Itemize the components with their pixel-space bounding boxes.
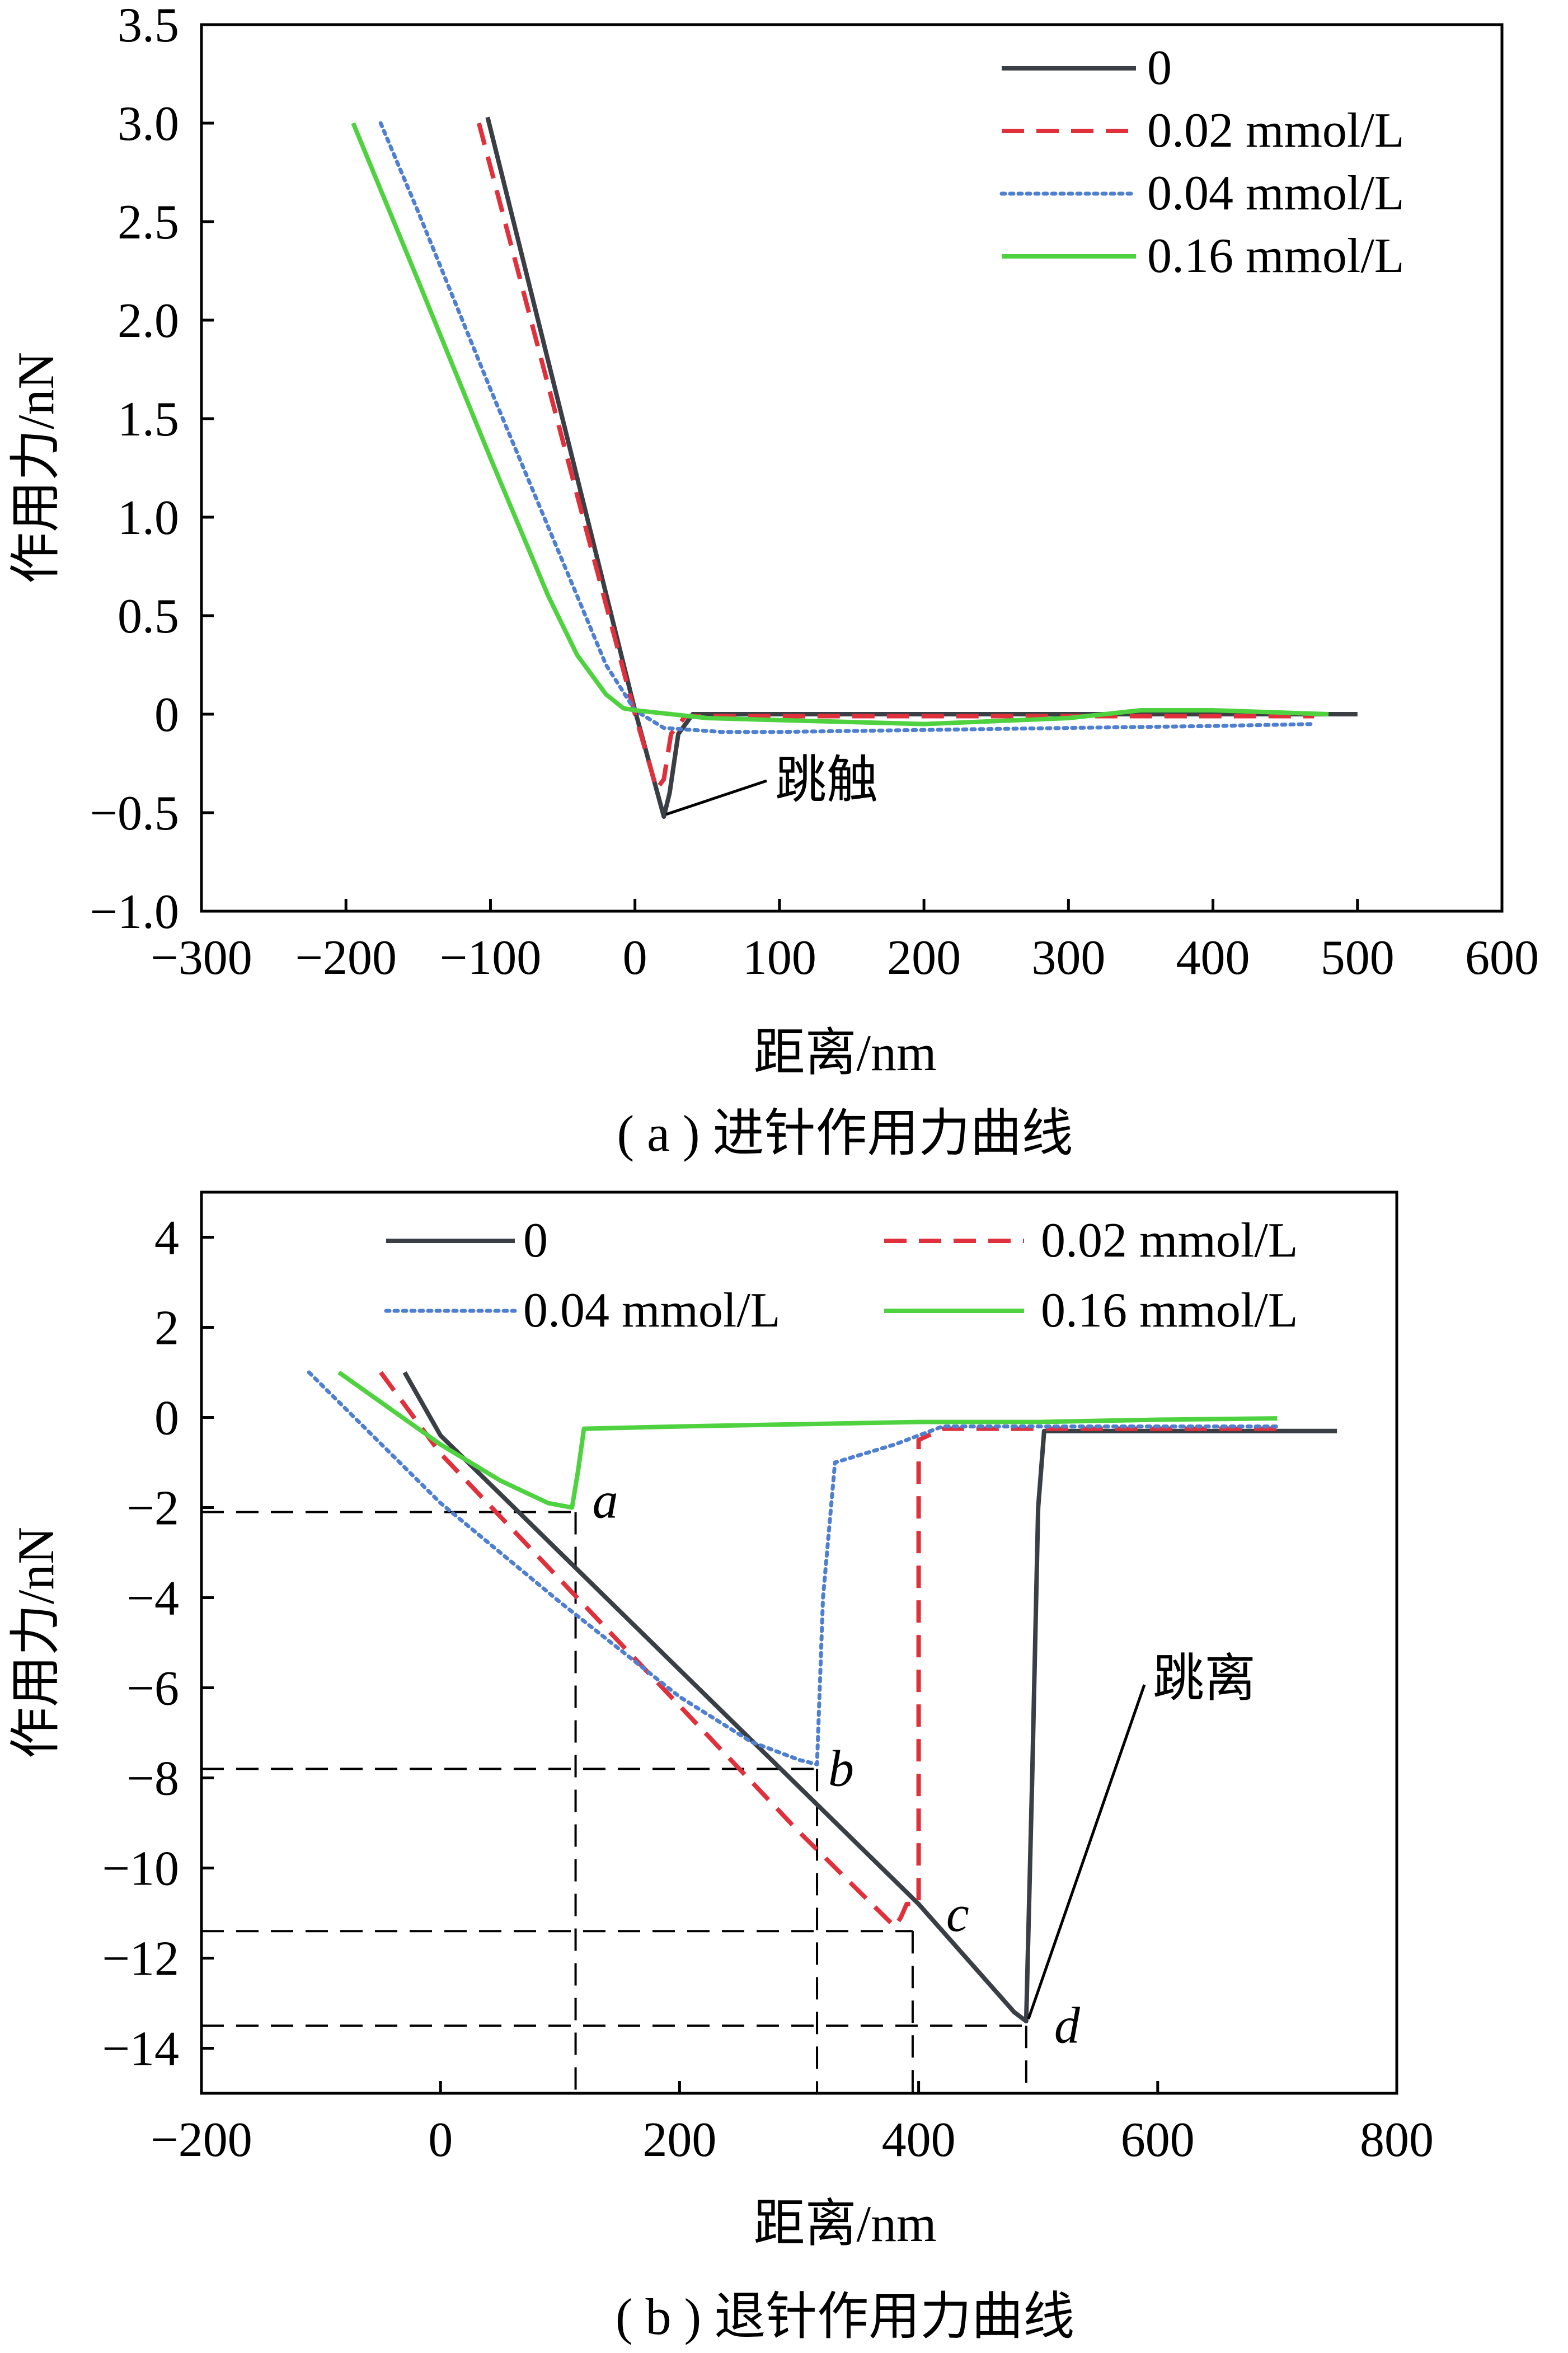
point-label-b: b xyxy=(828,1740,854,1797)
x-tick-label: 400 xyxy=(1176,931,1250,985)
axis-ticks-a: −300 −200 −100 0 100 200 300 400 500 600 −1.0 −0.5 0… xyxy=(90,0,1539,985)
x-tick-label: 200 xyxy=(642,2113,716,2167)
series-lines-b xyxy=(307,1370,1337,2024)
x-tick-label: 500 xyxy=(1321,931,1395,985)
y-axis-label-a: 作用力/nN xyxy=(7,352,64,584)
x-axis-label-b: 距离/nm xyxy=(753,2195,936,2252)
y-tick-label: −2 xyxy=(126,1482,179,1536)
point-label-a: a xyxy=(593,1472,618,1529)
annotation-leader-line xyxy=(665,779,767,816)
plot-frame-b xyxy=(200,1190,1398,2095)
annotation-leader-line xyxy=(1027,1684,1146,2020)
y-tick-label: 0 xyxy=(154,688,179,742)
annotations-a: 跳触 xyxy=(665,752,878,816)
x-axis-label-a: 距离/nm xyxy=(753,1024,936,1081)
legend-label-0: 0 xyxy=(523,1213,548,1268)
y-tick-label: −1.0 xyxy=(90,885,179,939)
x-tick-label: 100 xyxy=(743,931,816,985)
series-line-1 xyxy=(379,1371,1278,1929)
y-tick-label: 0 xyxy=(154,1391,179,1446)
legend-label-1: 0.02 mmol/L xyxy=(1147,104,1405,158)
y-tick-label: −6 xyxy=(126,1662,179,1716)
x-tick-label: 600 xyxy=(1121,2113,1195,2167)
y-tick-label: 3.0 xyxy=(118,97,179,151)
y-tick-label: 2.5 xyxy=(118,195,179,250)
caption-b: ( b ) 退针作用力曲线 xyxy=(616,2288,1074,2345)
plot-frame-a xyxy=(200,23,1504,913)
legend-a: 0 0.02 mmol/L 0.04 mmol/L 0.16 mmol/L xyxy=(999,41,1405,283)
legend-label-2: 0.04 mmol/L xyxy=(1147,166,1405,221)
caption-a: ( a ) 进针作用力曲线 xyxy=(617,1105,1073,1162)
y-tick-label: 2 xyxy=(154,1301,179,1356)
legend-label-3: 0.16 mmol/L xyxy=(1041,1283,1298,1338)
y-axis-label-b: 作用力/nN xyxy=(7,1527,64,1759)
y-tick-label: −8 xyxy=(126,1752,179,1806)
y-tick-label: −10 xyxy=(102,1842,179,1896)
guide-dashed-lines-b xyxy=(201,1511,1027,2093)
y-tick-label: −14 xyxy=(102,2022,179,2077)
x-tick-label: −100 xyxy=(440,931,542,985)
x-tick-label: 200 xyxy=(887,931,961,985)
series-line-2 xyxy=(307,1370,1279,1766)
y-tick-label: 2.0 xyxy=(118,294,179,348)
axis-ticks-b: −200 0 200 400 600 800 −14 −12 −10 −8 −6 −4 −2 0 2 4 xyxy=(102,1211,1434,2168)
legend-label-2: 0.04 mmol/L xyxy=(523,1283,781,1338)
y-tick-label: 3.5 xyxy=(118,0,179,53)
point-label-d: d xyxy=(1054,1996,1081,2054)
series-lines-a xyxy=(351,116,1358,819)
point-label-c: c xyxy=(946,1885,969,1942)
y-tick-label: −4 xyxy=(126,1572,179,1626)
series-line-3 xyxy=(351,122,1329,726)
series-line-2 xyxy=(378,121,1316,734)
x-tick-label: 800 xyxy=(1360,2113,1434,2167)
x-tick-label: 400 xyxy=(882,2113,956,2167)
x-tick-label: 0 xyxy=(623,931,647,985)
series-line-3 xyxy=(337,1370,1278,1510)
x-tick-label: 300 xyxy=(1031,931,1105,985)
legend-label-1: 0.02 mmol/L xyxy=(1041,1213,1298,1268)
y-tick-label: −0.5 xyxy=(90,786,179,841)
annotation-label: 跳触 xyxy=(775,752,878,809)
x-tick-label: −300 xyxy=(151,931,252,985)
chart-a-advance-force-curve: −300 −200 −100 0 100 200 300 400 500 600 −1.0 −0.5 0… xyxy=(7,0,1539,1162)
x-tick-label: 0 xyxy=(428,2113,453,2167)
series-line-0 xyxy=(402,1371,1337,2024)
x-tick-label: 600 xyxy=(1465,931,1539,985)
y-tick-label: −12 xyxy=(102,1932,179,1986)
y-tick-label: 4 xyxy=(154,1211,179,1265)
y-tick-label: 1.5 xyxy=(118,392,179,447)
legend-label-0: 0 xyxy=(1147,41,1172,95)
annotation-label: 跳离 xyxy=(1153,1650,1256,1707)
x-tick-label: −200 xyxy=(151,2113,252,2167)
legend-b: 0 0.02 mmol/L 0.04 mmol/L 0.16 mmol/L xyxy=(384,1213,1298,1338)
annotations-b: 跳离 a b c d xyxy=(593,1472,1256,2054)
x-tick-label: −200 xyxy=(295,931,397,985)
legend-label-3: 0.16 mmol/L xyxy=(1147,229,1405,283)
y-tick-label: 1.0 xyxy=(118,491,179,545)
y-tick-label: 0.5 xyxy=(118,589,179,644)
